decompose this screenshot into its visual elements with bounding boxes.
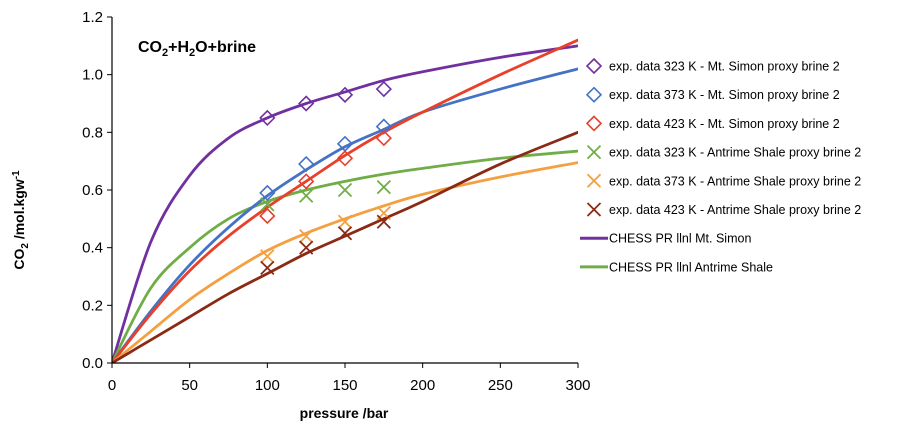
- point-series-0-0: [259, 109, 276, 127]
- y-tick-label: 0.2: [82, 297, 103, 314]
- legend-swatch-1: [585, 86, 603, 103]
- legend: exp. data 323 K - Mt. Simon proxy brine …: [580, 57, 861, 274]
- x-tick-label: 300: [565, 377, 590, 394]
- legend-swatch-4: [586, 173, 602, 188]
- point-series-3-3: [376, 179, 391, 195]
- curve-series-7: [112, 149, 578, 363]
- x-tick-label: 100: [255, 377, 280, 394]
- plot-area: [112, 38, 578, 363]
- y-axis-title: CO2 /mol.kgw-1: [11, 170, 31, 270]
- point-series-2-0: [259, 207, 276, 225]
- curve-series-10: [112, 161, 578, 363]
- curve-series-6: [112, 44, 578, 363]
- point-series-4-0: [260, 249, 275, 264]
- point-series-1-3: [375, 118, 392, 135]
- y-tick-label: 1.0: [82, 67, 103, 84]
- legend-label-2: exp. data 423 K - Mt. Simon proxy brine …: [609, 117, 840, 131]
- legend-swatch-5: [586, 202, 602, 217]
- point-series-0-2: [336, 86, 354, 103]
- point-series-3-1: [299, 188, 314, 203]
- point-series-2-2: [336, 150, 354, 167]
- point-series-0-3: [375, 80, 392, 98]
- legend-swatch-2: [585, 115, 603, 132]
- point-series-3-2: [337, 182, 353, 198]
- point-series-1-1: [298, 155, 315, 173]
- legend-label-5: exp. data 423 K - Antrime Shale proxy br…: [609, 203, 861, 217]
- y-tick-label: 0.6: [82, 182, 103, 199]
- point-series-5-1: [299, 240, 314, 255]
- model-curves: [112, 38, 578, 363]
- x-tick-label: 50: [181, 377, 198, 394]
- legend-label-0: exp. data 323 K - Mt. Simon proxy brine …: [609, 60, 840, 74]
- curve-series-11: [112, 130, 578, 363]
- y-tick-label: 1.2: [82, 9, 103, 26]
- point-series-5-0: [260, 260, 275, 275]
- point-series-5-2: [337, 226, 353, 241]
- point-series-3-0: [260, 197, 275, 212]
- point-series-4-2: [337, 214, 353, 229]
- point-series-2-3: [375, 129, 392, 147]
- point-series-2-1: [298, 173, 315, 190]
- chart-annotation: CO2+H2O+brine: [138, 39, 256, 59]
- x-tick-label: 0: [108, 377, 116, 394]
- x-tick-label: 250: [488, 377, 513, 394]
- x-tick-label: 150: [332, 377, 357, 394]
- curve-series-8: [112, 67, 578, 363]
- y-tick-label: 0.0: [82, 355, 103, 372]
- legend-label-3: exp. data 323 K - Antrime Shale proxy br…: [609, 146, 861, 160]
- point-series-1-0: [259, 184, 276, 202]
- legend-label-6: CHESS PR llnl Mt. Simon: [609, 232, 751, 246]
- point-series-0-1: [298, 95, 315, 112]
- axes: 0 50 100 150 200 250 300 0.0 0.2 0.4 0.6 0.8 1.0 1.2: [82, 9, 590, 394]
- legend-label-4: exp. data 373 K - Antrime Shale proxy br…: [609, 174, 861, 188]
- x-tick-label: 200: [410, 377, 435, 394]
- point-series-5-3: [376, 214, 391, 229]
- legend-label-7: CHESS PR llnl Antrime Shale: [609, 260, 773, 274]
- y-tick-label: 0.8: [82, 124, 103, 141]
- y-tick-label: 0.4: [82, 240, 103, 257]
- legend-swatch-3: [586, 144, 602, 160]
- point-series-4-1: [299, 228, 314, 244]
- legend-swatch-0: [585, 57, 603, 75]
- legend-label-1: exp. data 373 K - Mt. Simon proxy brine …: [609, 88, 840, 102]
- x-axis-title: pressure /bar: [300, 405, 389, 421]
